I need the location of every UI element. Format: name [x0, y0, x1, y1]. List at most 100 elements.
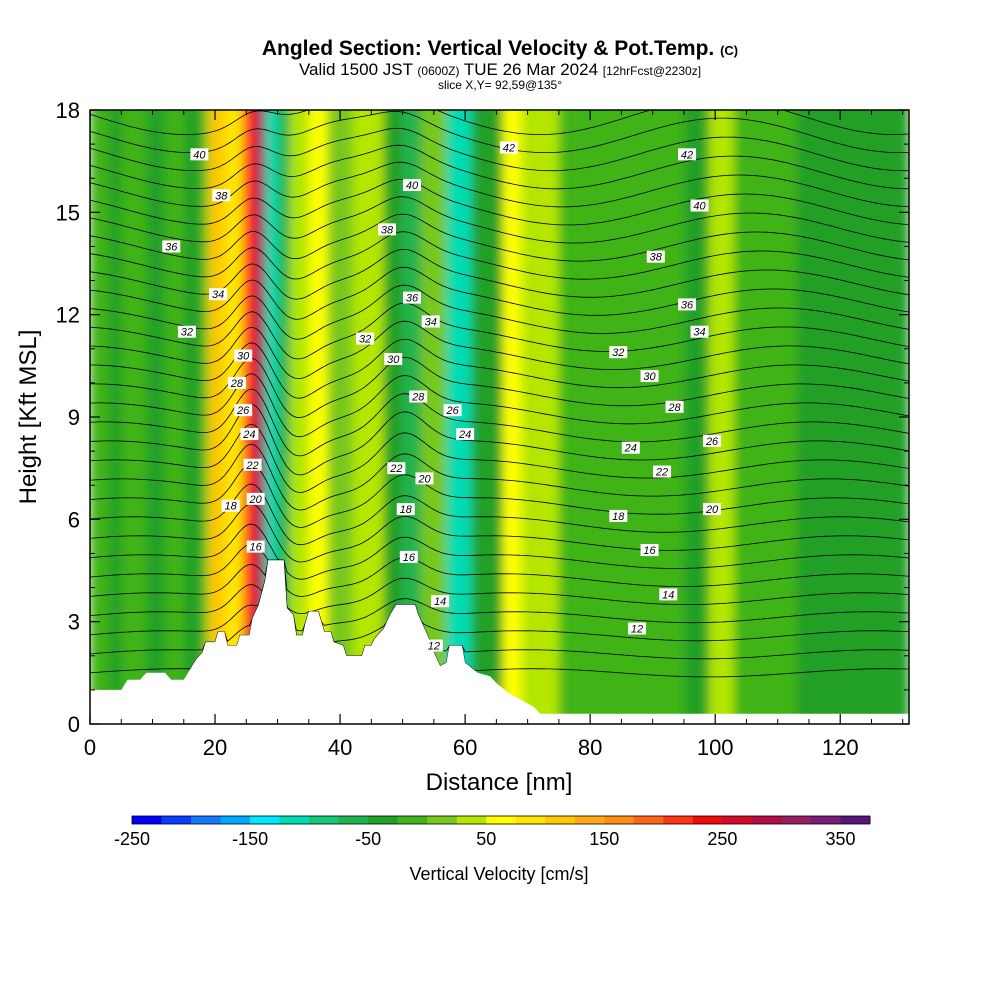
terrain-profile: [90, 560, 909, 724]
svg-text:36: 36: [165, 241, 178, 253]
svg-text:30: 30: [387, 354, 400, 366]
colorbar-swatch: [722, 816, 753, 824]
contour-label: 36: [162, 240, 181, 253]
isentrope-39: [90, 144, 909, 190]
colorbar-tick-label: 150: [589, 829, 619, 849]
isentrope-34: [90, 231, 909, 280]
colorbar-swatch: [574, 816, 605, 824]
y-tick-label: 12: [56, 303, 80, 328]
colorbar-tick-label: 50: [476, 829, 496, 849]
contour-label: 36: [402, 291, 421, 305]
colorbar-swatch: [132, 816, 163, 824]
svg-text:20: 20: [417, 473, 431, 485]
y-tick-label: 9: [68, 405, 80, 430]
isentrope-42: [90, 110, 909, 136]
isentrope-40: [90, 127, 909, 172]
contour-label: 20: [246, 492, 265, 506]
colorbar-swatch: [250, 816, 281, 824]
svg-text:18: 18: [225, 501, 238, 513]
contour-label: 40: [402, 179, 421, 192]
colorbar-tick-label: 250: [707, 829, 737, 849]
svg-text:38: 38: [381, 224, 394, 236]
isentrope-17: [90, 543, 909, 597]
colorbar-swatch: [781, 816, 812, 824]
svg-text:36: 36: [681, 299, 694, 311]
svg-text:42: 42: [681, 149, 693, 161]
contour-label: 28: [227, 376, 246, 390]
valid-time-line: Valid 1500 JST (0600Z) TUE 26 Mar 2024 […: [0, 60, 1000, 80]
svg-text:14: 14: [662, 589, 674, 601]
contour-label: 22: [243, 458, 262, 472]
svg-text:24: 24: [458, 429, 471, 441]
colorbar-swatch: [427, 816, 458, 824]
velocity-band-2: [108, 110, 122, 724]
colorbar-label: Vertical Velocity [cm/s]: [409, 864, 588, 884]
colorbar-swatch: [456, 816, 487, 824]
isentrope-19: [90, 503, 909, 563]
valid-local: Valid 1500 JST: [298, 60, 413, 79]
colorbar-swatch: [810, 816, 841, 824]
colorbar-swatch: [633, 816, 664, 824]
svg-text:26: 26: [236, 405, 250, 417]
contour-label: 18: [221, 499, 240, 513]
velocity-band-11: [290, 110, 309, 724]
x-tick-label: 0: [84, 735, 96, 760]
contour-label: 32: [609, 346, 628, 359]
velocity-band-19: [471, 110, 503, 724]
colorbar-swatch: [663, 816, 694, 824]
contour-label: 12: [628, 622, 647, 635]
isentrope-22: [90, 443, 909, 511]
valid-date: TUE 26 Mar 2024: [463, 60, 599, 79]
svg-text:16: 16: [250, 542, 263, 554]
svg-text:34: 34: [212, 289, 224, 301]
colorbar-swatch: [486, 816, 517, 824]
colorbar-swatch: [604, 816, 635, 824]
contour-label: 28: [665, 400, 684, 414]
colorbar-swatch: [368, 816, 399, 824]
contour-label: 28: [409, 390, 428, 404]
colorbar-tick-label: -250: [114, 829, 150, 849]
title-suffix: (C): [720, 43, 739, 58]
svg-text:20: 20: [705, 504, 719, 516]
velocity-band-22: [558, 110, 684, 724]
velocity-band-3: [146, 110, 166, 724]
svg-text:12: 12: [428, 641, 440, 653]
isentrope-30: [90, 302, 909, 360]
velocity-band-16: [402, 110, 422, 724]
colorbar-tick-label: 350: [825, 829, 855, 849]
contour-label: 24: [621, 441, 640, 455]
x-tick-label: 120: [822, 735, 859, 760]
contour-label: 16: [399, 550, 418, 564]
velocity-band-20: [502, 110, 522, 724]
colorbar-swatch: [515, 816, 546, 824]
forecast-info: [12hrFcst@2230z]: [602, 64, 702, 78]
isentrope-27: [90, 356, 909, 419]
isentrope-26: [90, 373, 909, 438]
svg-text:28: 28: [411, 392, 425, 404]
contour-label: 22: [387, 462, 406, 475]
svg-text:20: 20: [249, 494, 263, 506]
colorbar-swatch: [220, 816, 251, 824]
svg-text:34: 34: [693, 327, 705, 339]
velocity-band-18: [446, 110, 472, 724]
isentrope-36: [90, 196, 909, 244]
svg-text:12: 12: [631, 623, 643, 635]
velocity-band-17: [421, 110, 447, 724]
contour-label: 32: [356, 332, 375, 346]
contour-label: 42: [678, 148, 697, 161]
contour-label: 20: [415, 472, 434, 485]
x-tick-label: 20: [203, 735, 227, 760]
contour-label: 40: [190, 148, 209, 161]
contour-label: 34: [690, 325, 709, 339]
svg-text:14: 14: [434, 596, 446, 608]
x-tick-label: 80: [578, 735, 602, 760]
colorbar-swatch: [191, 816, 222, 824]
x-tick-label: 60: [453, 735, 477, 760]
svg-text:22: 22: [655, 467, 668, 479]
velocity-band-4: [183, 110, 203, 724]
x-tick-label: 40: [328, 735, 352, 760]
svg-text:30: 30: [643, 371, 656, 383]
isentrope-24: [90, 403, 909, 476]
isentrope-31: [90, 284, 909, 340]
y-tick-label: 6: [68, 507, 80, 532]
